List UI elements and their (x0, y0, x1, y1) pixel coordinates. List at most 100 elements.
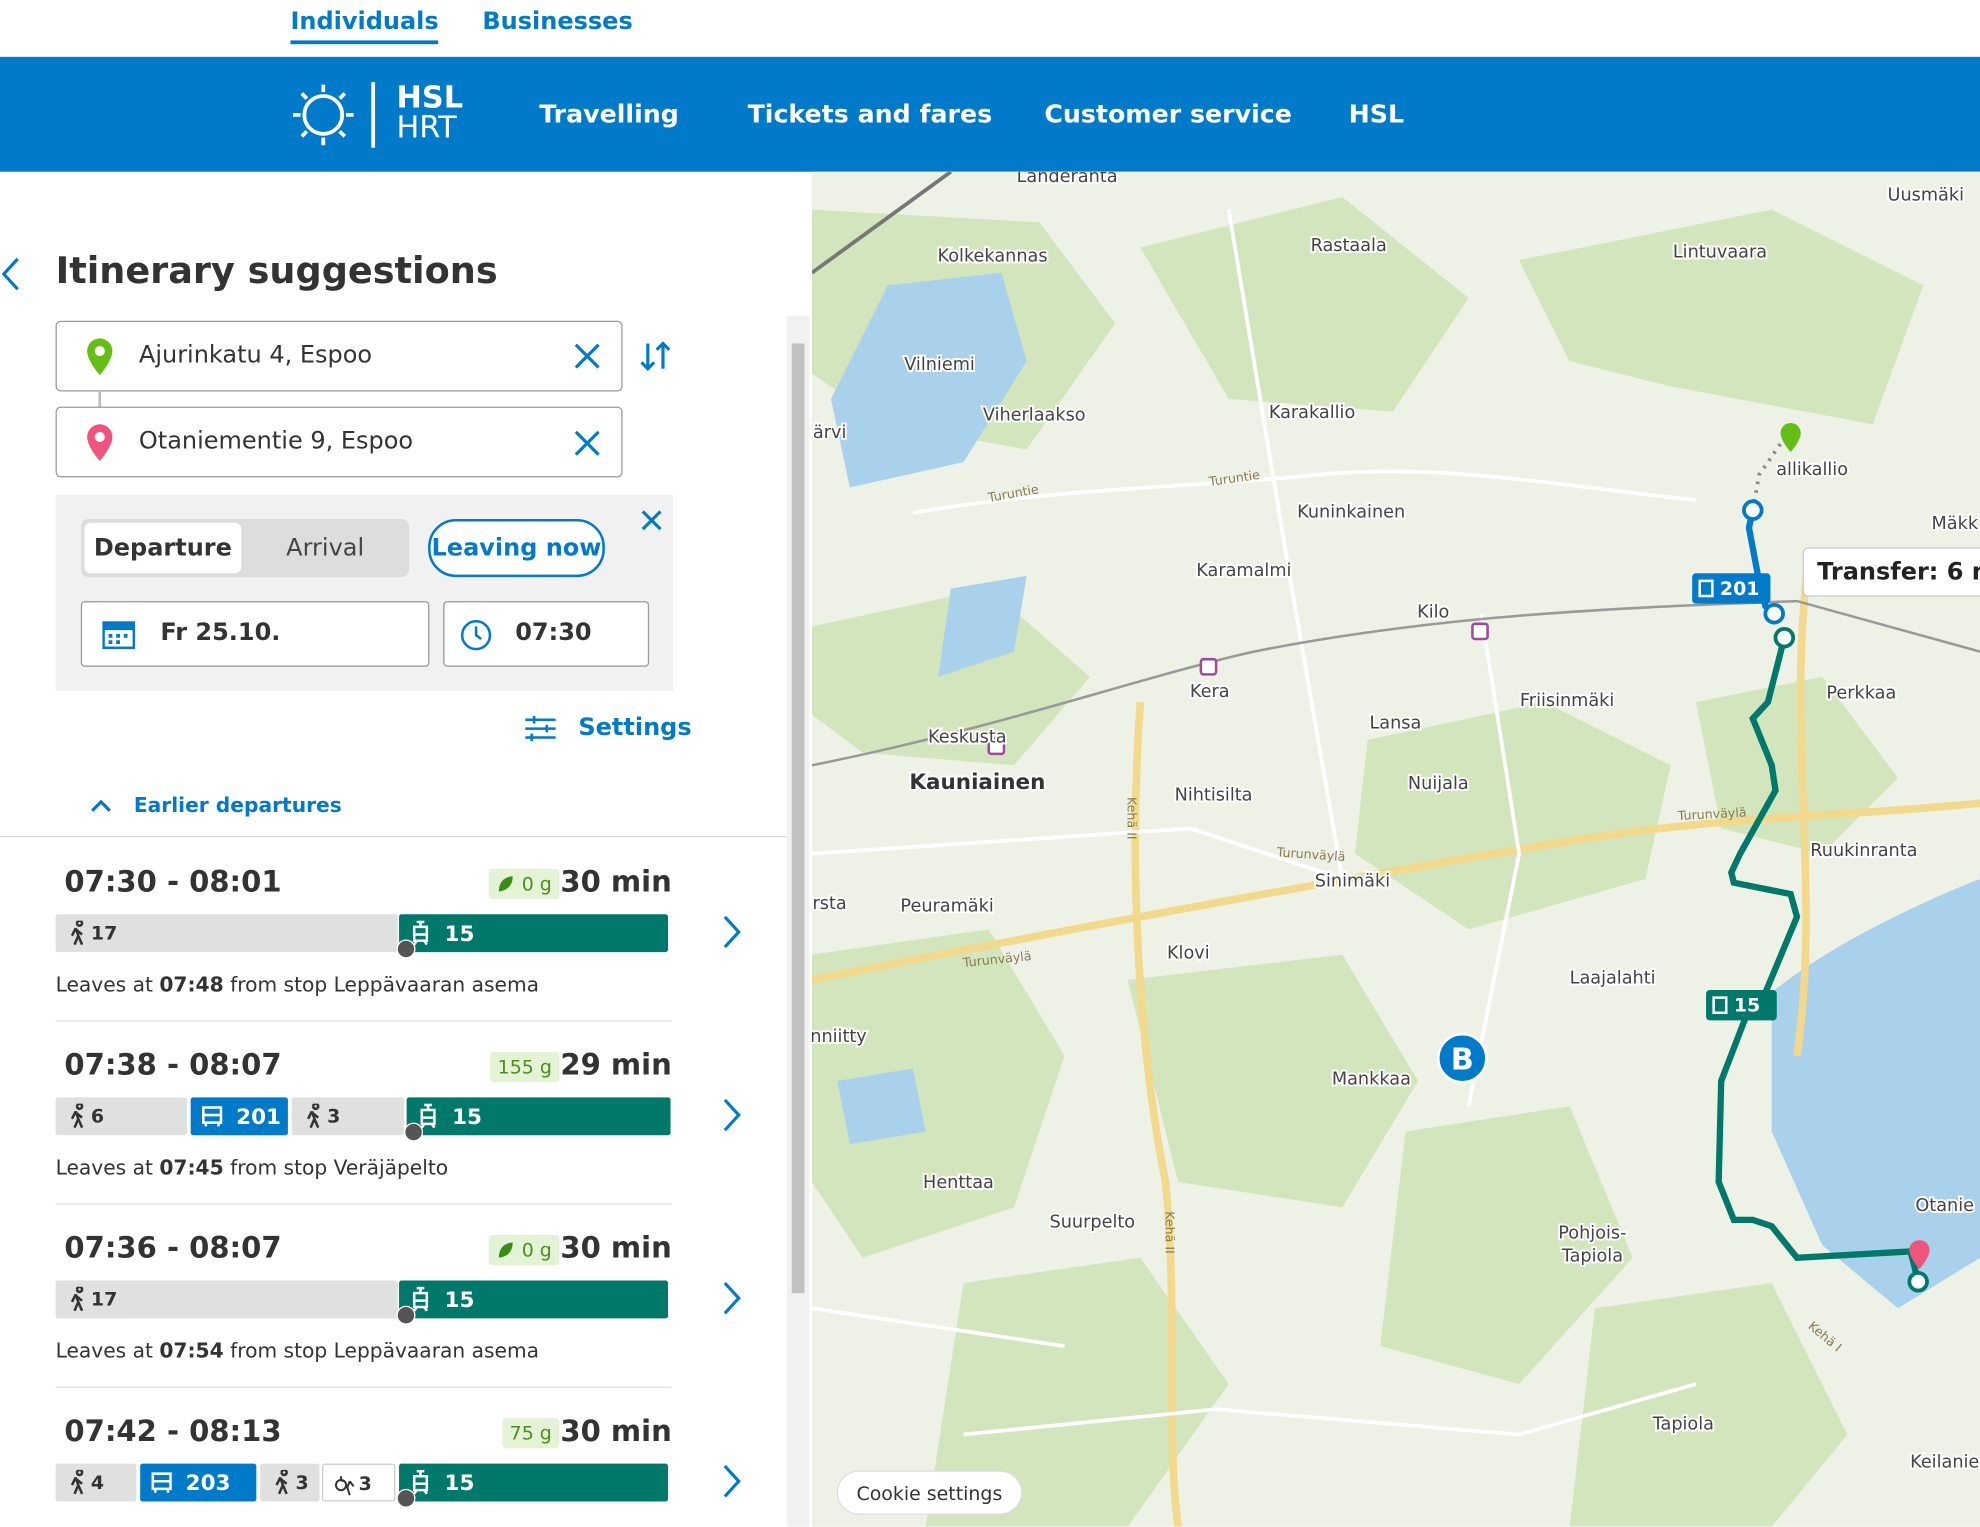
cookie-button[interactable] (836, 1470, 1023, 1515)
chevron-up (91, 799, 111, 812)
co2-text: 0 g (521, 1238, 552, 1262)
separator (55, 1386, 672, 1388)
leaves-prefix: Leaves at (55, 1155, 153, 1180)
place-label: Mankkaa (1332, 1070, 1411, 1090)
time-field[interactable]: 07:30 (443, 601, 650, 667)
map[interactable]: Landeranta Uusmäki Kolkekannas Rastaala Lint… (811, 171, 1980, 1527)
departure-toggle[interactable]: Departure (84, 522, 242, 574)
leg-wait: 3 (322, 1463, 396, 1502)
leg-walk: 6 (55, 1097, 187, 1136)
earlier-departures[interactable]: Earlier departures (133, 793, 342, 818)
leaving-now-button[interactable]: Leaving now (428, 519, 605, 578)
tram-route (1715, 636, 1922, 1283)
back-button[interactable] (0, 255, 25, 293)
nav-item[interactable]: Tickets and fares (747, 98, 993, 129)
nav-item[interactable]: Travelling (539, 98, 679, 129)
itinerary-times: 07:38 - 08:07 (64, 1049, 282, 1083)
place-label: Lansa (1369, 714, 1421, 734)
itinerary-duration: 30 min (560, 1415, 672, 1449)
itinerary[interactable]: 07:42 - 08:13 30 min 75 g 4 203 3 3 15 (0, 1408, 787, 1527)
chevron-glyph (723, 1465, 741, 1498)
itinerary[interactable]: 07:30 - 08:01 30 min 0 g 17 15 Leaves at 07:4… (0, 859, 787, 1023)
walk-glyph (70, 1286, 84, 1312)
leg-label: 201 (236, 1104, 281, 1131)
settings-link[interactable]: Settings (578, 713, 692, 742)
leg-label: 15 (452, 1104, 482, 1131)
tab-individuals[interactable]: Individuals (290, 7, 439, 45)
place-label: Kera (1190, 682, 1230, 702)
leg-label: 17 (90, 1288, 118, 1311)
swap-button[interactable] (638, 338, 673, 373)
tram-icon (412, 1286, 429, 1312)
divider (0, 835, 787, 838)
leaf-icon (499, 876, 513, 892)
place-label: ärvi (813, 423, 846, 443)
clear-origin[interactable] (572, 341, 602, 371)
place-label: Lintuvaara (1673, 243, 1767, 263)
close-time-panel[interactable] (639, 508, 664, 533)
leg-bus: 201 (190, 1097, 288, 1136)
time-text: 07:30 (515, 618, 592, 647)
itinerary-times: 07:36 - 08:07 (64, 1232, 282, 1266)
separator (55, 1020, 672, 1022)
leg-label: 15 (444, 1288, 475, 1314)
bus-icon (151, 1472, 172, 1493)
place-label: Kuninkainen (1297, 503, 1405, 523)
origin-field[interactable]: Ajurinkatu 4, Espoo (55, 320, 623, 392)
open-itinerary[interactable] (720, 1462, 745, 1500)
separator (55, 1203, 672, 1205)
place-label: Mäkk (1932, 514, 1979, 534)
walk-icon (70, 1286, 84, 1312)
arrival-toggle[interactable]: Arrival (286, 534, 365, 562)
place-label: Tapiola (1652, 1414, 1714, 1434)
scrollbar-thumb[interactable] (791, 343, 805, 1294)
nav-item[interactable]: Customer service (1044, 98, 1292, 129)
road-label: Turunväylä (961, 948, 1032, 970)
clear-destination[interactable] (572, 428, 602, 458)
map-canvas: Landeranta Uusmäki Kolkekannas Rastaala Lint… (811, 171, 1980, 1527)
transfer-text: Transfer: 6 mi (1817, 558, 1980, 586)
bus-icon (202, 1106, 223, 1127)
wait-icon (334, 1476, 355, 1496)
tram-glyph (412, 920, 429, 946)
tab-underline (290, 40, 439, 45)
date-field[interactable]: Fr 25.10. (80, 601, 430, 667)
tab-businesses[interactable]: Businesses (482, 7, 633, 36)
cookie-text[interactable]: Cookie settings (857, 1483, 1003, 1505)
walk-icon (70, 920, 84, 946)
leg-label: 203 (185, 1471, 231, 1497)
streets (811, 209, 1697, 1437)
place-label: nniitty (812, 1027, 867, 1047)
place-label: Uusmäki (1888, 186, 1964, 206)
leaves-stop: from stop Veräjäpelto (230, 1155, 449, 1180)
co2-text: 75 g (509, 1421, 552, 1445)
open-itinerary[interactable] (720, 1096, 745, 1134)
place-label: Friisinmäki (1520, 691, 1614, 711)
place-label: Klovi (1167, 943, 1210, 963)
location-marker[interactable] (1437, 1032, 1488, 1084)
leaves-time: 07:45 (159, 1155, 224, 1180)
place-label: Peuramäki (900, 897, 993, 917)
destination-marker (1909, 1240, 1930, 1270)
logo-text[interactable]: HSL HRT (397, 82, 464, 143)
walk-glyph (70, 920, 84, 946)
leg-label: 4 (90, 1471, 105, 1494)
road-label: Turuntie (986, 481, 1040, 505)
place-label: allikallio (1776, 460, 1848, 480)
leaves-info: Leaves at 07:45 from stop Veräjäpelto (56, 1155, 449, 1179)
open-itinerary[interactable] (720, 1279, 745, 1317)
destination-field[interactable]: Otaniementie 9, Espoo (55, 406, 623, 478)
tab-label[interactable]: Individuals (290, 7, 439, 36)
itinerary[interactable]: 07:38 - 08:07 29 min 155 g 6 201 3 15 Leaves at… (0, 1042, 787, 1206)
info-dot (396, 939, 416, 959)
leaves-stop: from stop Leppävaaran asema (230, 972, 540, 997)
itinerary[interactable]: 07:36 - 08:07 30 min 0 g 17 15 Leaves at 07:5… (0, 1225, 787, 1389)
open-itinerary[interactable] (720, 913, 745, 951)
tram-icon (412, 1469, 429, 1495)
transfer-tooltip (1802, 547, 1980, 597)
place-label: Suurpelto (1050, 1212, 1136, 1232)
leg-label: 17 (90, 921, 118, 945)
walk-glyph (306, 1103, 320, 1129)
nav-item[interactable]: HSL (1348, 98, 1405, 129)
station-icons (987, 622, 1489, 756)
